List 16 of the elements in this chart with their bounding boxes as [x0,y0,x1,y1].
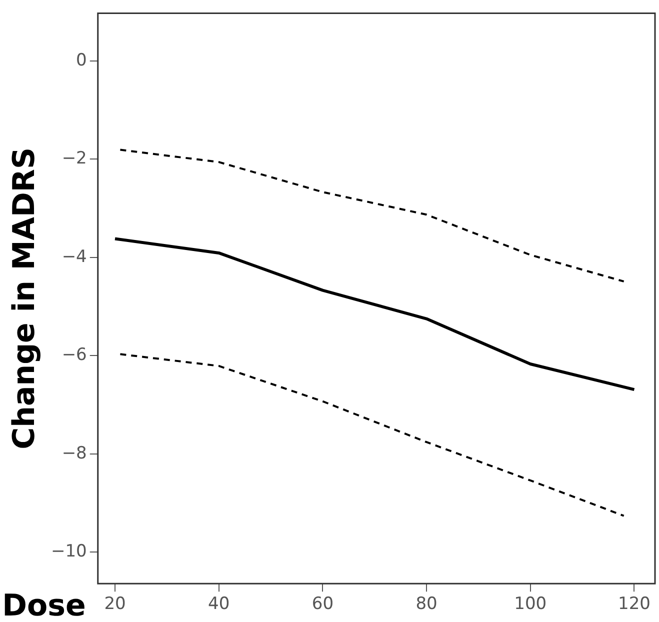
y-tick-label: −6 [62,345,87,366]
y-tick-label: −2 [62,148,87,169]
x-tick-label: 40 [208,594,230,614]
x-tick-label: 60 [312,594,334,614]
x-tick-label: 80 [416,594,438,614]
y-tick-label: 0 [76,50,87,70]
x-tick-label: 20 [104,594,126,614]
y-axis-title: Change in MADRS [6,147,42,450]
line-series [119,353,625,517]
y-tick-label: −4 [62,246,87,267]
x-axis-title: Dose [2,588,86,622]
y-tick-label: −8 [62,443,87,464]
line-series [119,148,625,282]
x-tick-label: 120 [618,594,650,614]
y-tick-label: −10 [50,542,87,562]
x-tick-label: 100 [514,594,547,614]
